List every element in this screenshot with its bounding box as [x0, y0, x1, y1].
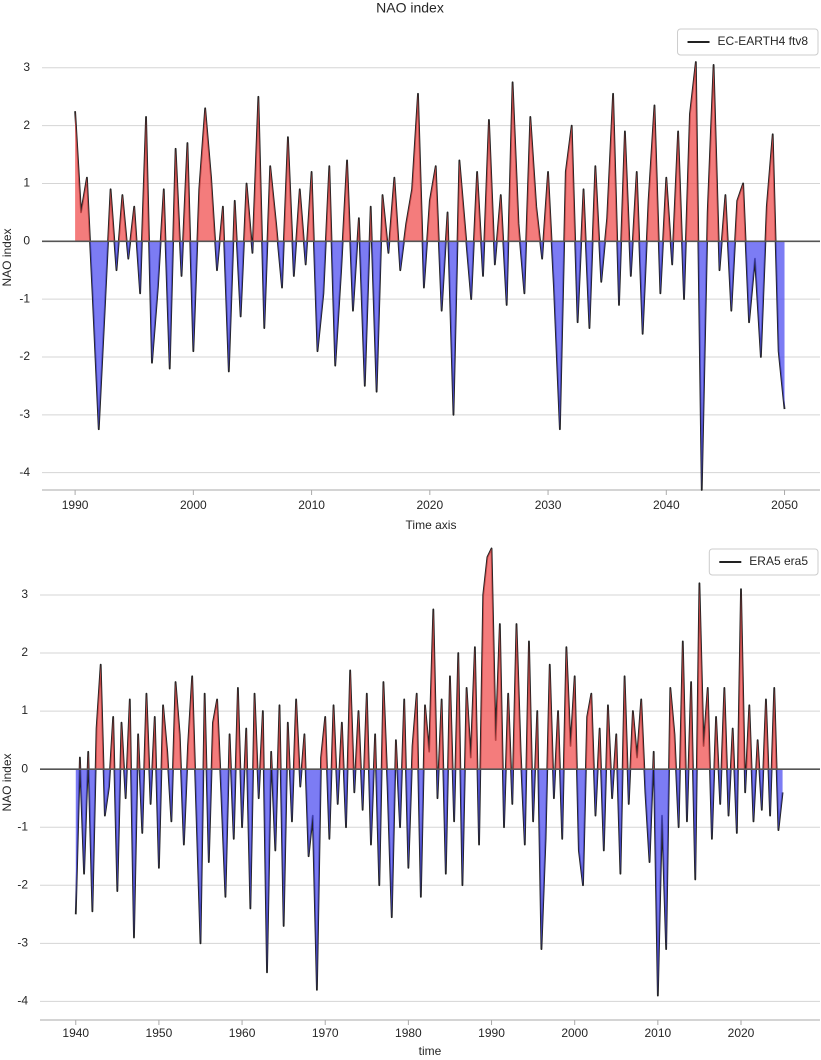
x-tick-label: 2020 [728, 1026, 755, 1040]
legend-label: EC-EARTH4 ftv8 [718, 34, 809, 48]
y-tick-label: -2 [17, 877, 28, 891]
x-tick-label: 2020 [416, 498, 443, 512]
chart-title: NAO index [376, 0, 444, 16]
y-tick-label: -3 [19, 407, 30, 421]
x-tick-label: 2050 [771, 498, 798, 512]
y-tick-label: -2 [19, 349, 30, 363]
x-tick-label: 2010 [298, 498, 325, 512]
positive-area [75, 548, 783, 770]
y-tick-label: -3 [17, 936, 28, 950]
x-tick-label: 1990 [62, 498, 89, 512]
x-tick-label: 2000 [180, 498, 207, 512]
legend-label: ERA5 era5 [749, 554, 808, 568]
y-tick-label: 1 [23, 176, 30, 190]
x-tick-label: 1980 [395, 1026, 422, 1040]
negative-area [75, 769, 783, 996]
y-tick-label: 1 [21, 703, 28, 717]
x-tick-label: 1940 [62, 1026, 89, 1040]
legend-box [708, 548, 819, 576]
y-tick-label: -4 [19, 465, 30, 479]
x-tick-label: 1990 [478, 1026, 505, 1040]
x-axis-label: Time axis [406, 518, 457, 532]
series-line [74, 61, 786, 491]
y-tick-label: 2 [21, 645, 28, 659]
y-tick-label: -1 [19, 291, 30, 305]
x-tick-label: 1950 [146, 1026, 173, 1040]
y-axis-label: NAO index [0, 753, 14, 811]
legend: EC-EARTH4 ftv8 [677, 28, 819, 56]
x-tick-label: 1970 [312, 1026, 339, 1040]
y-tick-label: 0 [23, 233, 30, 247]
x-tick-label: 2010 [644, 1026, 671, 1040]
y-axis-label: NAO index [0, 228, 14, 286]
x-tick-label: 2030 [535, 498, 562, 512]
positive-area [75, 62, 776, 242]
x-tick-label: 1960 [229, 1026, 256, 1040]
x-tick-label: 2000 [561, 1026, 588, 1040]
y-tick-label: 3 [23, 60, 30, 74]
y-tick-label: -1 [17, 819, 28, 833]
legend-box [677, 28, 819, 56]
y-tick-label: -4 [17, 994, 28, 1008]
x-axis-label: time [419, 1044, 442, 1058]
x-tick-label: 2040 [653, 498, 680, 512]
y-tick-label: 2 [23, 118, 30, 132]
legend: ERA5 era5 [708, 548, 819, 576]
y-tick-label: 3 [21, 587, 28, 601]
y-tick-label: 0 [21, 761, 28, 775]
